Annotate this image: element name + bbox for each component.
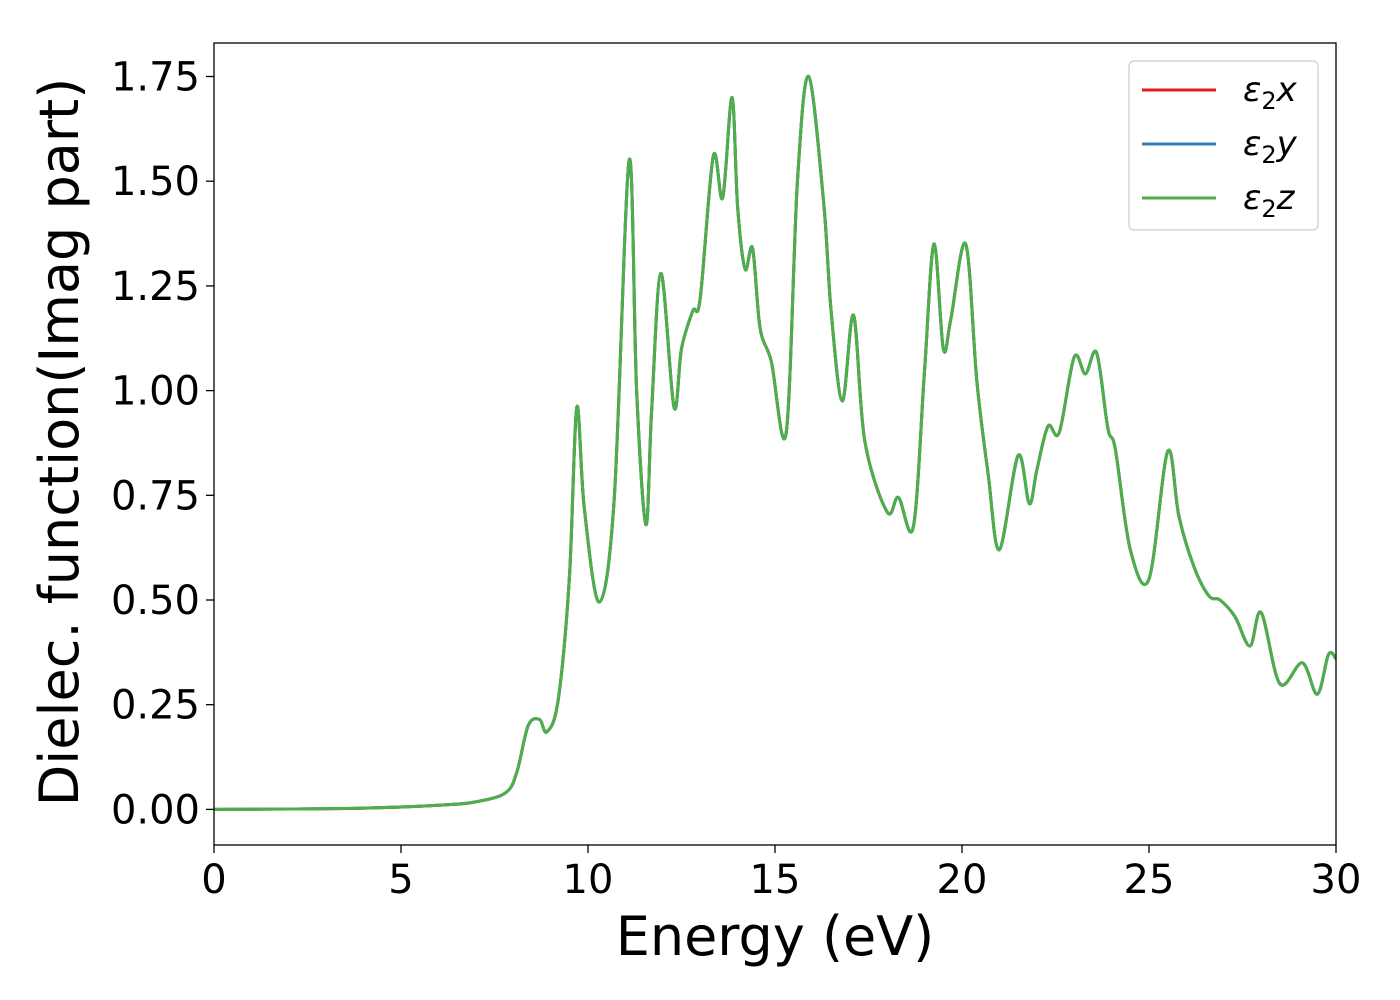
x-tick-label: 10 xyxy=(563,857,614,903)
legend-label-x: ε2x xyxy=(1243,70,1298,115)
series-layer xyxy=(214,74,1336,811)
y-axis-label: Dielec. function(Imag part) xyxy=(28,78,91,807)
x-tick-label: 30 xyxy=(1311,857,1362,903)
legend: ε2x ε2y ε2z xyxy=(1128,60,1319,231)
y-tick-label: 1.50 xyxy=(111,159,200,205)
x-tick-label: 15 xyxy=(750,857,801,903)
legend-items: ε2x ε2y ε2z xyxy=(1142,70,1298,223)
y-tick-label: 1.00 xyxy=(111,369,200,415)
y-tick-label: 0.25 xyxy=(111,683,200,729)
x-tick-label: 0 xyxy=(201,857,226,903)
series-line-z xyxy=(214,74,1336,811)
y-tick-label: 0.00 xyxy=(111,787,200,833)
y-tick-label: 0.75 xyxy=(111,473,200,519)
x-tick-label: 5 xyxy=(388,857,413,903)
legend-box xyxy=(1128,60,1319,231)
legend-label-z: ε2z xyxy=(1243,178,1296,223)
y-axis-ticks: 0.00 0.25 0.50 0.75 1.00 1.25 1.50 1.75 xyxy=(111,55,214,833)
x-axis-ticks: 0 5 10 15 20 25 30 xyxy=(201,845,1361,903)
y-tick-label: 1.75 xyxy=(111,55,200,101)
y-tick-label: 1.25 xyxy=(111,264,200,310)
x-tick-label: 20 xyxy=(937,857,988,903)
y-tick-label: 0.50 xyxy=(111,578,200,624)
x-tick-label: 25 xyxy=(1124,857,1175,903)
legend-label-y: ε2y xyxy=(1243,124,1298,169)
x-axis-label: Energy (eV) xyxy=(616,905,935,968)
